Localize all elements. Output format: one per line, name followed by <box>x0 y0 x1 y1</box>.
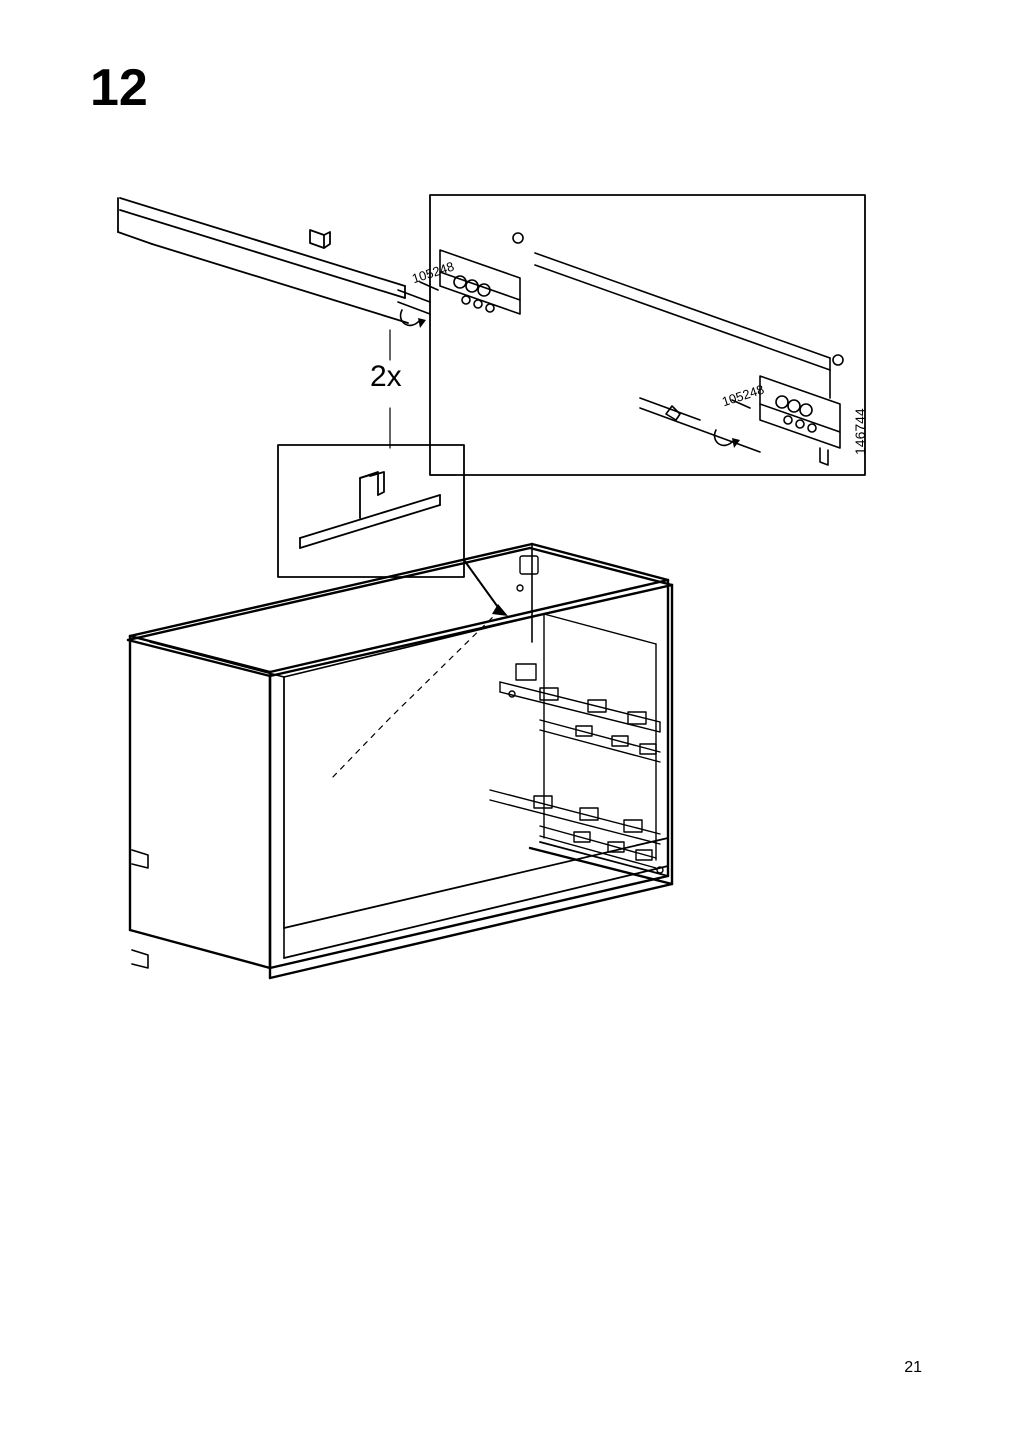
page-container: 12 105248 105248 146744 2x 21 <box>0 0 1012 1432</box>
assembly-illustration <box>0 0 1012 1432</box>
